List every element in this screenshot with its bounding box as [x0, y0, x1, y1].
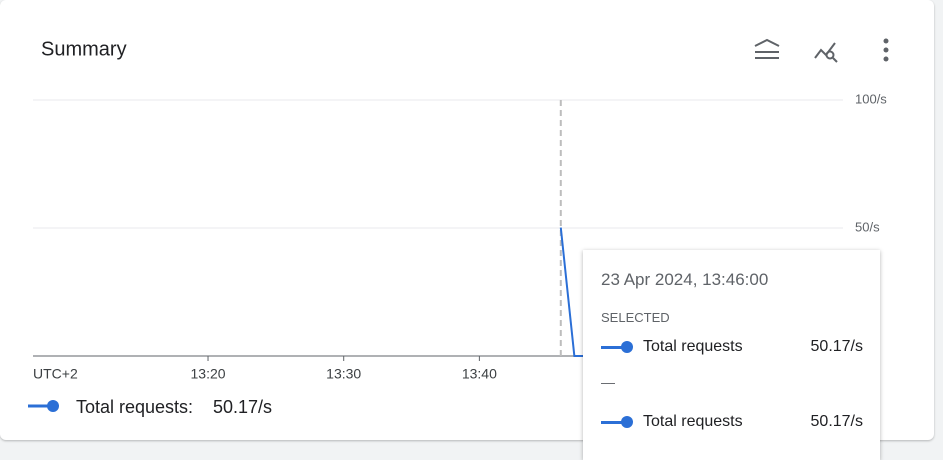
tooltip-row-value: 50.17/s	[810, 338, 863, 355]
legend-value: 50.17/s	[213, 397, 272, 417]
tooltip-row-name: Total requests	[643, 413, 743, 430]
tooltip-row-name: Total requests	[643, 338, 743, 355]
x-tick-label: 13:20	[191, 366, 226, 382]
tooltip-separator: —	[601, 374, 615, 390]
tooltip-section: SELECTED	[601, 310, 670, 325]
tooltip-row: Total requests 50.17/s	[601, 338, 863, 356]
card-title: Summary	[41, 38, 127, 60]
tooltip-row: Total requests 50.17/s	[601, 413, 863, 431]
x-tick-label: 13:40	[462, 366, 497, 382]
explore-icon[interactable]	[814, 42, 838, 63]
legend-swatch-dot	[47, 400, 59, 412]
view-icon[interactable]	[754, 38, 780, 59]
more-icon[interactable]	[883, 38, 889, 62]
tooltip-row-value: 50.17/s	[810, 413, 863, 430]
legend-label: Total requests:	[76, 397, 193, 417]
x-tick-label: 13:30	[326, 366, 361, 382]
x-axis-label: UTC+2	[33, 366, 78, 382]
y-tick-label: 100/s	[855, 91, 887, 106]
y-tick-label: 50/s	[855, 219, 880, 234]
tooltip-time: 23 Apr 2024, 13:46:00	[601, 270, 769, 289]
tooltip: 23 Apr 2024, 13:46:00 SELECTED Total req…	[583, 250, 880, 460]
